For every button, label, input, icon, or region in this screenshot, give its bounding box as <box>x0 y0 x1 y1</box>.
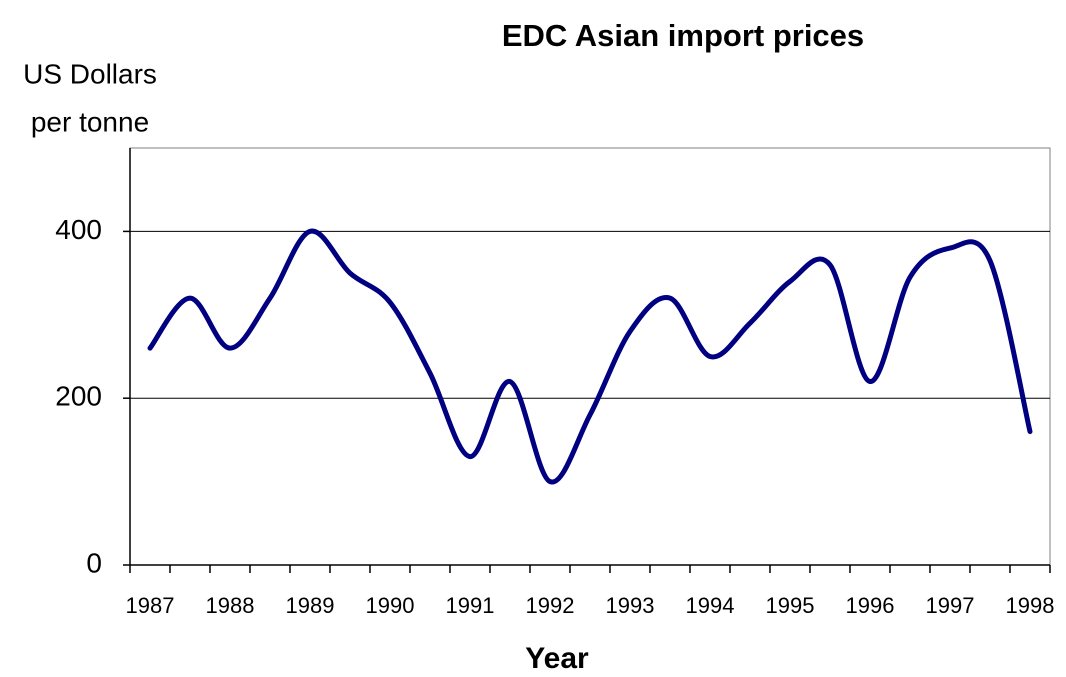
x-tick-label: 1987 <box>126 593 175 618</box>
x-tick-label: 1998 <box>1006 593 1055 618</box>
x-tick-label: 1990 <box>366 593 415 618</box>
x-tick-label: 1994 <box>686 593 735 618</box>
x-axis-label: Year <box>525 642 589 675</box>
line-series <box>147 228 1033 485</box>
plot-area <box>129 147 1051 566</box>
y-tick-label: 400 <box>55 214 102 245</box>
x-tick-label: 1996 <box>846 593 895 618</box>
y-tick-label: 0 <box>86 547 102 578</box>
x-tick-label: 1993 <box>606 593 655 618</box>
x-tick-label: 1991 <box>446 593 495 618</box>
x-tick-label: 1989 <box>286 593 335 618</box>
y-axis-label: per tonne <box>31 106 149 137</box>
x-tick-label: 1997 <box>926 593 975 618</box>
x-tick-label: 1988 <box>206 593 255 618</box>
chart-title: EDC Asian import prices <box>502 18 864 53</box>
x-tick-label: 1992 <box>526 593 575 618</box>
y-tick-label: 200 <box>55 381 102 412</box>
y-axis-label: US Dollars <box>23 58 157 89</box>
x-tick-label: 1995 <box>766 593 815 618</box>
